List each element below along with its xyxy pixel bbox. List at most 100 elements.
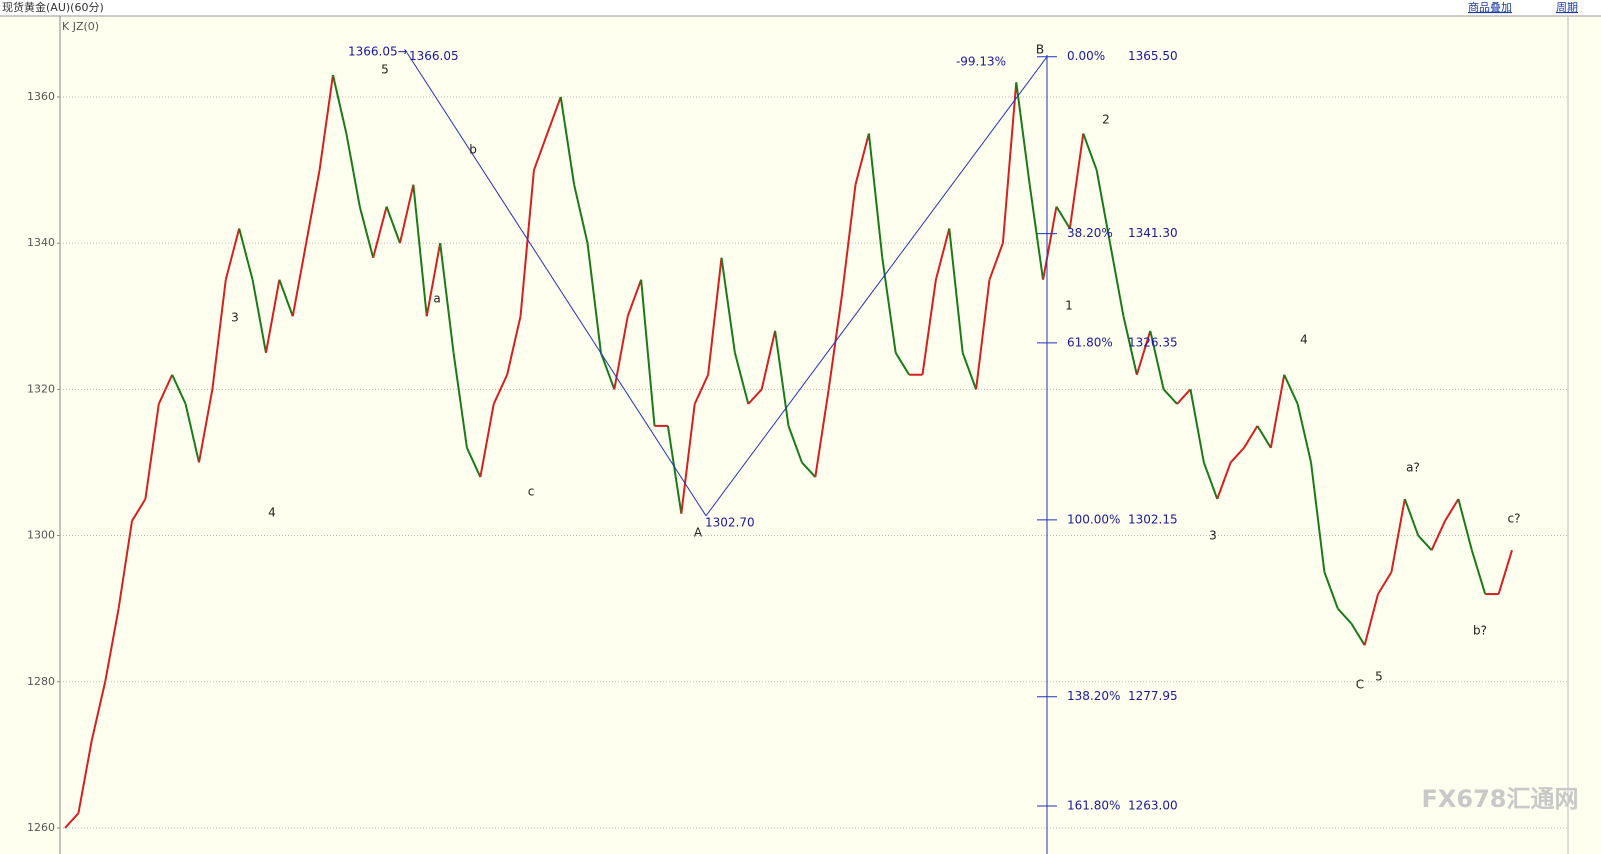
price-segment [626,279,643,317]
price-segment [439,243,455,353]
wave-label: a? [1406,461,1420,475]
price-segment [1189,389,1205,463]
price-segment [693,374,710,405]
price-segment [492,374,509,405]
price-segment [1001,82,1018,244]
wave-line [406,52,707,517]
price-segment [640,279,656,426]
price-segment [90,681,107,741]
price-segment [814,389,830,478]
price-segment [104,608,120,682]
watermark: FX678汇通网 [1422,785,1579,813]
wave-label: 1366.05→ [348,45,408,59]
wave-label: c? [1508,512,1521,526]
price-segment [506,316,522,375]
price-segment [1497,549,1513,595]
price-segment [1296,403,1313,463]
wave-label: 2 [1102,113,1110,127]
period-button[interactable]: 周期 [1556,1,1578,14]
price-segment [1323,571,1339,610]
price-segment [64,812,80,829]
price-segment [211,279,227,390]
price-segment [1283,374,1299,405]
price-segment [573,184,589,244]
fib-pct: 161.80% [1067,799,1120,813]
price-segment [613,316,629,390]
wave-label: b [469,143,477,157]
peak-label: 1366.05 [409,49,459,63]
price-segment [599,352,616,390]
price-segment [1457,498,1473,551]
price-segment [117,520,133,609]
y-tick-label: 1340 [27,236,55,249]
y-tick-label: 1320 [27,382,55,395]
indicator: K JZ(0) [62,20,99,33]
price-segment [532,133,549,171]
fib-price: 1365.50 [1128,49,1178,63]
price-segment [1417,534,1433,551]
wave-label: 3 [231,311,239,325]
price-segment [666,425,683,514]
price-segment [1444,498,1460,522]
price-segment [760,330,777,390]
price-segment [1390,498,1406,573]
price-segment [1095,169,1112,244]
price-segment [479,403,495,478]
price-segment [305,169,321,244]
wave-label: 4 [1300,333,1308,347]
trough-label: 1302.70 [705,515,755,529]
price-segment [412,184,428,317]
fib-price: 1302.15 [1128,512,1178,526]
price-segment [1363,593,1379,646]
price-segment [680,403,696,514]
price-segment [1337,607,1352,624]
price-segment [398,184,415,244]
wave-label: a [433,292,440,306]
wave-label: b? [1473,624,1487,638]
price-segment [1430,520,1446,551]
price-segment [251,279,267,353]
price-segment [975,279,991,390]
wave-line [705,56,1048,517]
price-segment [278,279,294,317]
wave-label: -99.13% [956,55,1006,69]
chart-title: 现货黄金(AU)(60分) [2,0,104,14]
price-segment [733,352,750,405]
price-segment [1377,571,1393,595]
price-segment [345,133,361,207]
price-segment [1310,462,1326,573]
price-segment [1176,388,1192,405]
price-segment [867,133,884,258]
fib-price: 1263.00 [1128,799,1178,813]
price-segment [131,498,147,522]
price-segment [385,206,401,244]
price-segment [787,425,803,463]
price-segment [1256,425,1272,449]
price-segment [1149,330,1165,390]
price-segment [1028,184,1045,280]
overlay-button[interactable]: 商品叠加 [1468,0,1512,14]
price-segment [854,133,870,185]
price-segment [1122,316,1138,375]
price-segment [224,228,241,280]
price-segment [372,206,388,259]
price-segment [1109,242,1125,317]
fib-price: 1277.95 [1128,689,1178,703]
price-segment [546,96,562,134]
price-segment [184,403,200,463]
price-segment [961,352,978,390]
fib-pct: 61.80% [1067,335,1113,349]
wave-label: C [1356,678,1364,692]
price-segment [331,74,348,134]
price-segment [747,388,763,405]
toolbar-bg [0,0,1601,16]
price-segment [238,228,254,280]
price-segment [1042,206,1058,280]
price-segment [318,74,334,171]
price-segment [1162,388,1178,405]
price-segment [1229,447,1245,464]
price-segment [1243,425,1259,449]
price-segment [881,257,897,353]
wave-label: 3 [1209,529,1217,543]
